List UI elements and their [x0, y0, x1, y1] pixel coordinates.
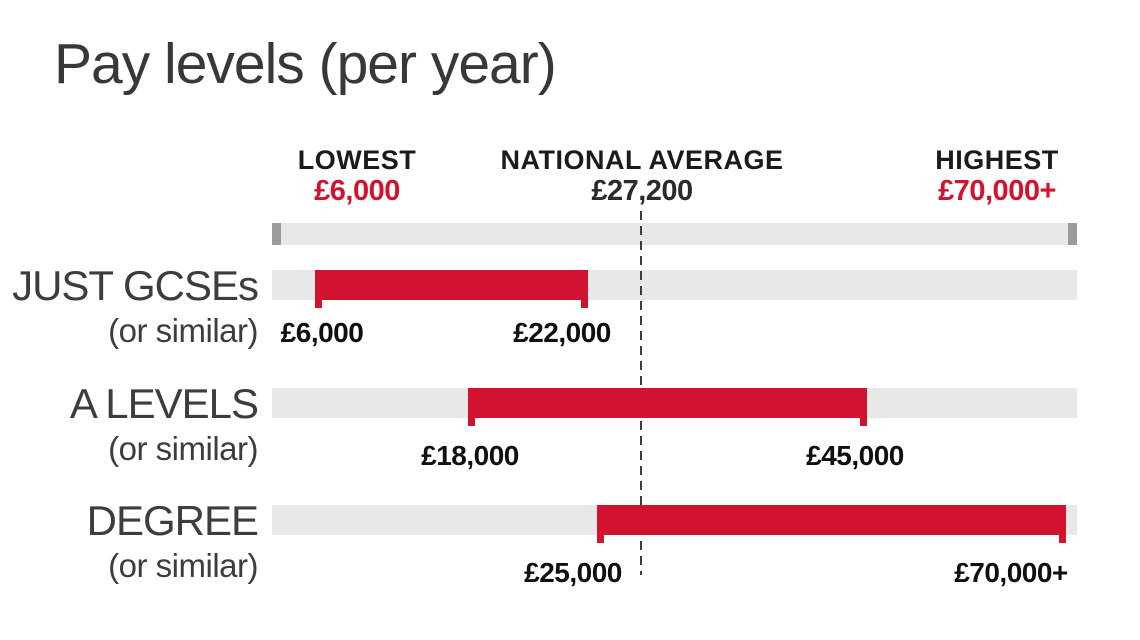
- range-bar-degree: [597, 505, 1066, 543]
- range-bar-just-gcses: [315, 270, 588, 308]
- row-label-a-levels: A LEVELS (or similar): [0, 380, 259, 467]
- track-a-levels: [272, 388, 1077, 426]
- track-degree: [272, 505, 1077, 543]
- axis-label-lowest: LOWEST £6,000: [298, 146, 417, 207]
- chart-title: Pay levels (per year): [54, 32, 557, 96]
- national-average-value: £27,200: [591, 175, 693, 208]
- value-label-alevel-min: £18,000: [421, 440, 519, 471]
- scale-endcap-left: [272, 223, 281, 245]
- pay-scale-bar: [272, 223, 1077, 245]
- lowest-label: LOWEST: [297, 145, 417, 175]
- row-label-main: A LEVELS: [69, 380, 259, 427]
- axis-label-highest: HIGHEST £70,000+: [935, 146, 1059, 207]
- value-label-gcse-min: £6,000: [280, 317, 364, 348]
- lowest-value: £6,000: [314, 175, 400, 208]
- value-label-degree-max: £70,000+: [954, 557, 1068, 588]
- row-label-main: DEGREE: [86, 497, 259, 544]
- highest-label: HIGHEST: [935, 145, 1059, 175]
- value-label-degree-min: £25,000: [524, 557, 622, 588]
- national-average-label: NATIONAL AVERAGE: [500, 145, 784, 175]
- track-just-gcses: [272, 270, 1077, 308]
- row-label-degree: DEGREE (or similar): [0, 497, 259, 584]
- row-label-just-gcses: JUST GCSEs (or similar): [0, 262, 259, 349]
- value-label-alevel-max: £45,000: [806, 440, 904, 471]
- row-label-main: JUST GCSEs: [12, 262, 259, 309]
- axis-label-national-average: NATIONAL AVERAGE £27,200: [500, 146, 783, 207]
- range-bar-a-levels: [468, 388, 867, 426]
- row-label-sub: (or similar): [108, 547, 258, 584]
- value-label-gcse-max: £22,000: [513, 317, 611, 348]
- row-label-sub: (or similar): [108, 430, 258, 467]
- row-label-sub: (or similar): [108, 312, 258, 349]
- scale-endcap-right: [1068, 223, 1077, 245]
- highest-value: £70,000+: [938, 175, 1056, 208]
